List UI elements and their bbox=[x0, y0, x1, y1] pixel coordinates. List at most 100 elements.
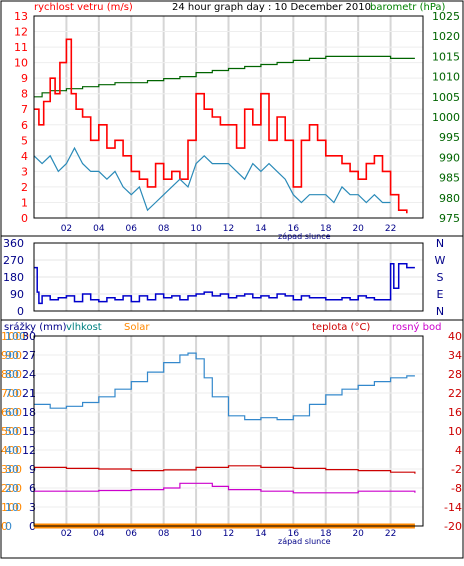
temp-grid bbox=[34, 336, 423, 526]
temp-x-tick-label: 14 bbox=[255, 529, 267, 539]
wind-speed-tick-label: 13 bbox=[14, 10, 28, 23]
series-line bbox=[34, 148, 391, 210]
direction-compass-label: N bbox=[436, 237, 444, 250]
barometer-tick-label: 980 bbox=[439, 192, 460, 205]
wind-speed-tick-label: 7 bbox=[21, 103, 28, 116]
wind-x-tick-label: 22 bbox=[385, 224, 396, 234]
humidity-tick-label: 90 bbox=[5, 349, 19, 362]
barometer-tick-label: 975 bbox=[439, 212, 460, 225]
solar-axis-title: Solar bbox=[124, 322, 150, 333]
temp-x-tick-label: 22 bbox=[385, 529, 396, 539]
barometer-tick-label: 1000 bbox=[432, 111, 460, 124]
direction-compass-label: W bbox=[435, 254, 446, 267]
temperature-tick-label: 10 bbox=[448, 425, 462, 438]
barometer-tick-label: 1025 bbox=[432, 10, 460, 23]
direction-compass-label: S bbox=[437, 271, 444, 284]
temp-x-tick-label: 12 bbox=[223, 529, 234, 539]
wind-x-tick-label: 02 bbox=[61, 224, 72, 234]
humidity-tick-label: 80 bbox=[5, 368, 19, 381]
temperature-tick-label: 4 bbox=[455, 444, 462, 457]
barometer-tick-label: 1015 bbox=[432, 50, 460, 63]
humidity-tick-label: 30 bbox=[5, 463, 19, 476]
temperature-tick-label: 40 bbox=[448, 330, 462, 343]
humidity-axis-title: vlhkost bbox=[66, 322, 102, 333]
wind-speed-tick-label: 4 bbox=[21, 150, 28, 163]
wind-speed-tick-label: 5 bbox=[21, 134, 28, 147]
humidity-tick-label: 70 bbox=[5, 387, 19, 400]
temperature-tick-label: 28 bbox=[448, 368, 462, 381]
direction-degree-label: 90 bbox=[10, 288, 24, 301]
humidity-tick-label: 20 bbox=[5, 482, 19, 495]
wind-panel-frame bbox=[1, 1, 463, 236]
wind-x-tick-label: 08 bbox=[158, 224, 170, 234]
wind-x-tick-label: 04 bbox=[93, 224, 105, 234]
chart-title: 24 hour graph day : 10 December 2010 bbox=[172, 2, 371, 13]
wind-speed-tick-label: 1 bbox=[21, 196, 28, 209]
temp-x-tick-label: 02 bbox=[61, 529, 72, 539]
temperature-tick-label: -14 bbox=[444, 501, 462, 514]
temperature-tick-label: 16 bbox=[448, 406, 462, 419]
temperature-tick-label: -20 bbox=[444, 520, 462, 533]
wind-x-tick-label: 10 bbox=[190, 224, 202, 234]
barometer-ticks: 975 980 985 990 995 1000 1005 1010 1015 1020 1025 bbox=[432, 10, 460, 225]
rain-humidity-solar-ticks: 0100200300400500600700800900100001020304… bbox=[1, 330, 36, 533]
direction-degree-label: 360 bbox=[3, 237, 24, 250]
rain-tick-label: 3 bbox=[29, 501, 36, 514]
barometer-tick-label: 1010 bbox=[432, 71, 460, 84]
sunset-label-bottom: západ slunce bbox=[278, 537, 331, 546]
humidity-tick-label: 0 bbox=[5, 520, 12, 533]
wind-grid bbox=[34, 16, 423, 218]
humidity-tick-label: 50 bbox=[5, 425, 19, 438]
wind-speed-tick-label: 10 bbox=[14, 57, 28, 70]
temperature-tick-label: 22 bbox=[448, 387, 462, 400]
wind-speed-tick-label: 11 bbox=[14, 41, 28, 54]
dewpoint-axis-title: rosný bod bbox=[392, 321, 441, 333]
direction-grid bbox=[34, 243, 423, 311]
barometer-tick-label: 1020 bbox=[432, 30, 460, 43]
direction-degree-label: 0 bbox=[17, 305, 24, 318]
barometer-tick-label: 995 bbox=[439, 131, 460, 144]
barometer-tick-label: 985 bbox=[439, 172, 460, 185]
temp-x-ticks: 02 04 06 08 10 12 14 16 18 20 22 bbox=[61, 529, 397, 539]
rain-tick-label: 9 bbox=[29, 463, 36, 476]
temp-panel-frame bbox=[1, 320, 463, 558]
wind-speed-tick-label: 8 bbox=[21, 88, 28, 101]
wind-x-tick-label: 12 bbox=[223, 224, 234, 234]
wind-speed-tick-label: 6 bbox=[21, 119, 28, 132]
direction-degree-label: 270 bbox=[3, 254, 24, 267]
wind-speed-tick-label: 12 bbox=[14, 26, 28, 39]
wind-speed-tick-label: 0 bbox=[21, 212, 28, 225]
barometer-tick-label: 990 bbox=[439, 151, 460, 164]
temperature-tick-label: -2 bbox=[451, 463, 462, 476]
humidity-tick-label: 40 bbox=[5, 444, 19, 457]
direction-compass-label: N bbox=[436, 305, 444, 318]
sunset-label-top: západ slunce bbox=[278, 232, 331, 241]
wind-x-tick-label: 20 bbox=[352, 224, 364, 234]
temp-x-tick-label: 10 bbox=[190, 529, 202, 539]
wind-x-ticks: 02 04 06 08 10 12 14 16 18 20 22 bbox=[61, 224, 397, 234]
direction-degree-label: 180 bbox=[3, 271, 24, 284]
temperature-ticks: -20 -14 -8 -2 4 10 16 22 28 34 40 bbox=[444, 330, 462, 533]
temperature-tick-label: 34 bbox=[448, 349, 462, 362]
wind-x-tick-label: 14 bbox=[255, 224, 267, 234]
temp-x-tick-label: 08 bbox=[158, 529, 170, 539]
humidity-tick-label: 60 bbox=[5, 406, 19, 419]
wind-x-tick-label: 06 bbox=[126, 224, 138, 234]
direction-degree-ticks: 0 90 180 270 360 bbox=[3, 237, 24, 318]
temperature-axis-title: teplota (°C) bbox=[312, 322, 370, 333]
wind-speed-axis-title: rychlost vetru (m/s) bbox=[34, 2, 133, 13]
temp-x-tick-label: 06 bbox=[126, 529, 138, 539]
humidity-tick-label: 10 bbox=[5, 501, 19, 514]
temp-x-tick-label: 20 bbox=[352, 529, 364, 539]
wind-speed-tick-label: 9 bbox=[21, 72, 28, 85]
direction-compass-label: E bbox=[437, 288, 444, 301]
barometer-tick-label: 1005 bbox=[432, 91, 460, 104]
temp-x-tick-label: 04 bbox=[93, 529, 105, 539]
rain-tick-label: 6 bbox=[29, 482, 36, 495]
wind-speed-tick-label: 3 bbox=[21, 165, 28, 178]
temperature-tick-label: -8 bbox=[451, 482, 462, 495]
